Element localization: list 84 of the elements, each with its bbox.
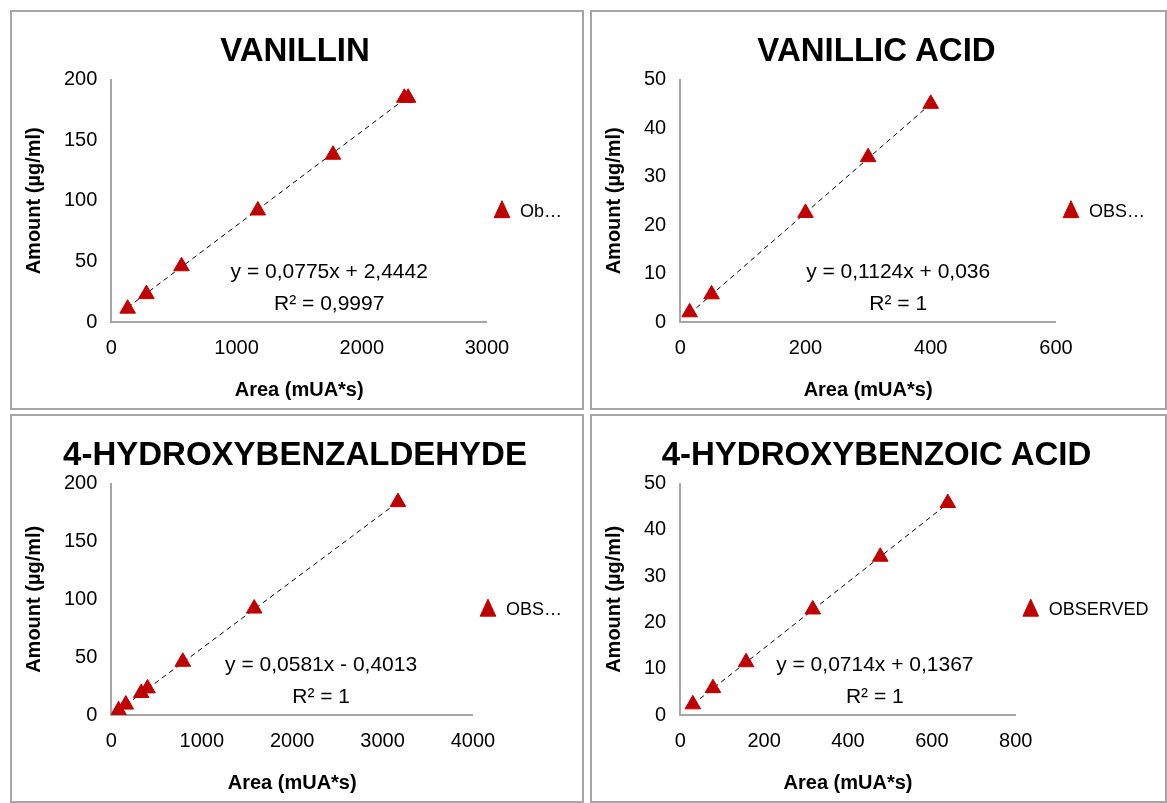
annotation: R² = 0,9997: [274, 291, 385, 314]
point: [922, 94, 940, 109]
x-tick-label: 400: [831, 728, 865, 751]
x-tick-label: 800: [999, 728, 1033, 751]
point: [804, 599, 822, 615]
point: [797, 203, 814, 218]
annotation: R² = 1: [869, 291, 928, 314]
x-tick-label: 2000: [339, 335, 385, 358]
x-tick-label: 1000: [214, 335, 259, 358]
y-tick-label: 10: [644, 656, 667, 679]
x-tick-label: 1000: [179, 728, 225, 751]
x-tick-label: 0: [105, 335, 117, 358]
x-tick-label: 0: [674, 335, 686, 358]
point: [138, 284, 155, 300]
chart-title: VANILLIC ACID: [757, 30, 996, 68]
point: [703, 284, 720, 300]
x-axis-title: Area (mUA*s): [234, 377, 364, 400]
annotation: y = 0,0775x + 2,4442: [230, 259, 428, 282]
point: [245, 599, 263, 614]
y-tick-label: 100: [63, 188, 98, 211]
x-tick-label: 200: [747, 728, 781, 751]
y-axis-title: Amount (µg/ml): [601, 525, 624, 673]
chart-title: 4-HYDROXYBENZOIC ACID: [661, 434, 1092, 472]
chart-title: 4-HYDROXYBENZALDEHYDE: [63, 434, 527, 472]
y-axis-title: Amount (µg/ml): [601, 127, 624, 275]
y-axis-title: Amount (µg/ml): [21, 127, 44, 275]
point: [704, 678, 722, 694]
x-tick-label: 3000: [464, 335, 510, 358]
y-tick-label: 0: [86, 702, 98, 725]
point: [684, 694, 702, 710]
y-tick-label: 40: [644, 517, 667, 540]
point: [174, 652, 192, 667]
annotation: y = 0,1124x + 0,036: [806, 259, 991, 282]
y-tick-label: 0: [655, 702, 667, 725]
y-tick-label: 10: [644, 261, 667, 284]
point: [399, 88, 417, 103]
point: [939, 493, 957, 509]
point: [173, 256, 190, 272]
y-tick-label: 30: [644, 164, 667, 187]
legend-label: OBS…: [1088, 200, 1145, 221]
y-tick-label: 200: [63, 471, 98, 494]
point: [249, 201, 267, 216]
x-tick-label: 200: [788, 335, 823, 358]
x-tick-label: 2000: [269, 728, 315, 751]
point: [681, 302, 698, 318]
y-tick-label: 20: [644, 609, 667, 632]
y-tick-label: 200: [63, 67, 98, 90]
x-tick-label: 600: [1039, 335, 1073, 358]
annotation: R² = 1: [845, 684, 904, 707]
point: [737, 652, 755, 668]
chart-title: VANILLIN: [220, 30, 370, 68]
y-tick-label: 50: [644, 471, 667, 494]
y-tick-label: 0: [655, 309, 667, 332]
point: [389, 492, 407, 508]
legend-label: Ob…: [519, 200, 562, 221]
x-tick-label: 400: [914, 335, 948, 358]
annotation: y = 0,0714x + 0,1367: [776, 652, 974, 675]
y-tick-label: 40: [644, 115, 667, 138]
y-tick-label: 0: [86, 309, 98, 332]
x-axis-title: Area (mUA*s): [803, 377, 933, 400]
y-tick-label: 20: [644, 212, 667, 235]
y-tick-label: 50: [75, 248, 98, 271]
point: [119, 299, 136, 314]
y-tick-label: 150: [63, 127, 98, 150]
y-tick-label: 50: [644, 67, 667, 90]
point: [859, 147, 877, 163]
annotation: y = 0,0581x - 0,4013: [225, 652, 418, 675]
point: [872, 547, 889, 562]
y-tick-label: 150: [63, 528, 98, 551]
y-tick-label: 100: [63, 586, 98, 609]
x-axis-title: Area (mUA*s): [783, 770, 913, 793]
x-tick-label: 600: [915, 728, 949, 751]
x-tick-label: 0: [105, 728, 117, 751]
x-tick-label: 4000: [450, 728, 496, 751]
y-tick-label: 30: [644, 563, 667, 586]
y-axis-title: Amount (µg/ml): [21, 525, 44, 673]
legend-label: OBS…: [505, 599, 562, 620]
legend-label: OBSERVED: [1048, 599, 1149, 620]
annotation: R² = 1: [292, 684, 350, 707]
point: [324, 145, 342, 160]
x-axis-title: Area (mUA*s): [227, 770, 357, 793]
y-tick-label: 50: [75, 644, 98, 667]
x-tick-label: 0: [674, 728, 686, 751]
x-tick-label: 3000: [360, 728, 405, 751]
